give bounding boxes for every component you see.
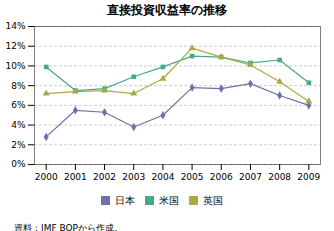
html-text:英国: 英国 — [203, 194, 223, 206]
svg-text:10%: 10% — [5, 61, 25, 71]
svg-text:2007: 2007 — [239, 172, 262, 182]
svg-text:2%: 2% — [11, 140, 26, 150]
svg-text:2006: 2006 — [210, 172, 233, 182]
html-text:日本: 日本 — [115, 194, 135, 206]
svg-text:12%: 12% — [5, 41, 25, 51]
html-text:直接投資収益率の推移: 直接投資収益率の推移 — [107, 3, 227, 17]
html-text:米国: 米国 — [159, 194, 179, 206]
svg-text:14%: 14% — [5, 21, 25, 31]
svg-text:2004: 2004 — [151, 172, 174, 182]
svg-text:2003: 2003 — [122, 172, 145, 182]
svg-text:2009: 2009 — [297, 172, 320, 182]
svg-text:0%: 0% — [11, 159, 26, 169]
svg-text:2001: 2001 — [64, 172, 87, 182]
svg-text:2000: 2000 — [35, 172, 58, 182]
svg-text:2005: 2005 — [181, 172, 204, 182]
svg-text:8%: 8% — [11, 81, 26, 91]
svg-text:4%: 4% — [11, 120, 26, 130]
svg-text:2008: 2008 — [268, 172, 291, 182]
svg-text:2002: 2002 — [93, 172, 116, 182]
svg-text:6%: 6% — [11, 100, 26, 110]
